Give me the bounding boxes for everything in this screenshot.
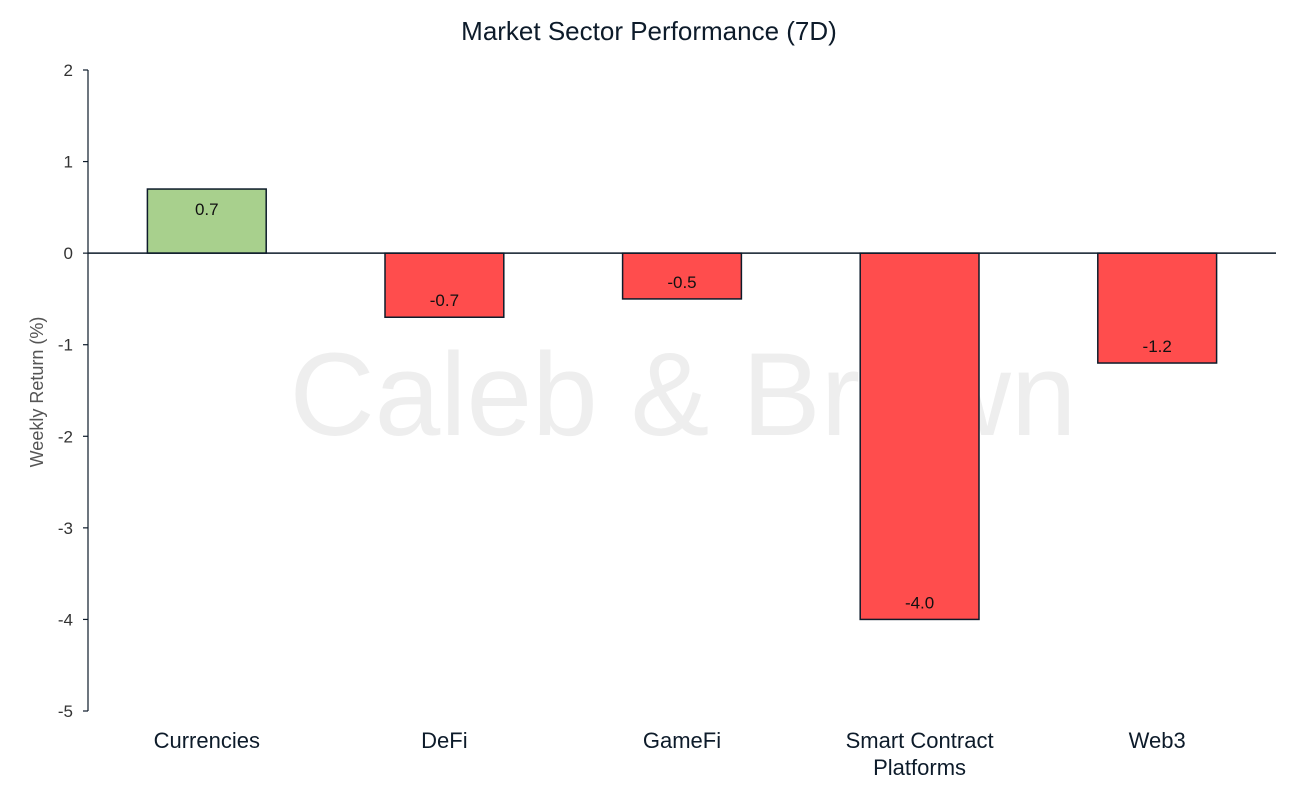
y-tick-label: 2 [64,61,73,80]
bars-layer [146,188,1218,621]
data-label: -0.7 [430,291,459,310]
y-tick-label: 1 [64,153,73,172]
labels-layer: 0.7 Currencies -0.7 DeFi -0.5 GameFi -4.0 Smart… [154,200,1186,780]
data-label: 0.7 [195,200,219,219]
x-tick-label: GameFi [643,728,721,753]
data-label: -1.2 [1143,337,1172,356]
axis-layer: 2 1 0 -1 -2 -3 -4 -5 [58,61,89,721]
y-axis-title: Weekly Return (%) [27,317,47,468]
bar-smart-contract-platforms [859,252,980,621]
bar-web3 [1097,252,1218,364]
y-tick-label: -1 [58,336,73,355]
y-tick-label: 0 [64,244,73,263]
data-label: -0.5 [667,273,696,292]
y-tick-label: -5 [58,702,73,721]
y-tick-label: -4 [58,610,73,629]
bar-currencies [146,188,267,254]
chart-title: Market Sector Performance (7D) [461,16,837,46]
x-tick-label: Web3 [1129,728,1186,753]
y-tick-label: -3 [58,519,73,538]
x-tick-label: DeFi [421,728,467,753]
data-label: -4.0 [905,593,934,612]
x-tick-label: Smart Contract [846,728,994,753]
y-tick-label: -2 [58,427,73,446]
x-tick-label: Platforms [873,755,966,780]
x-tick-label: Currencies [154,728,260,753]
